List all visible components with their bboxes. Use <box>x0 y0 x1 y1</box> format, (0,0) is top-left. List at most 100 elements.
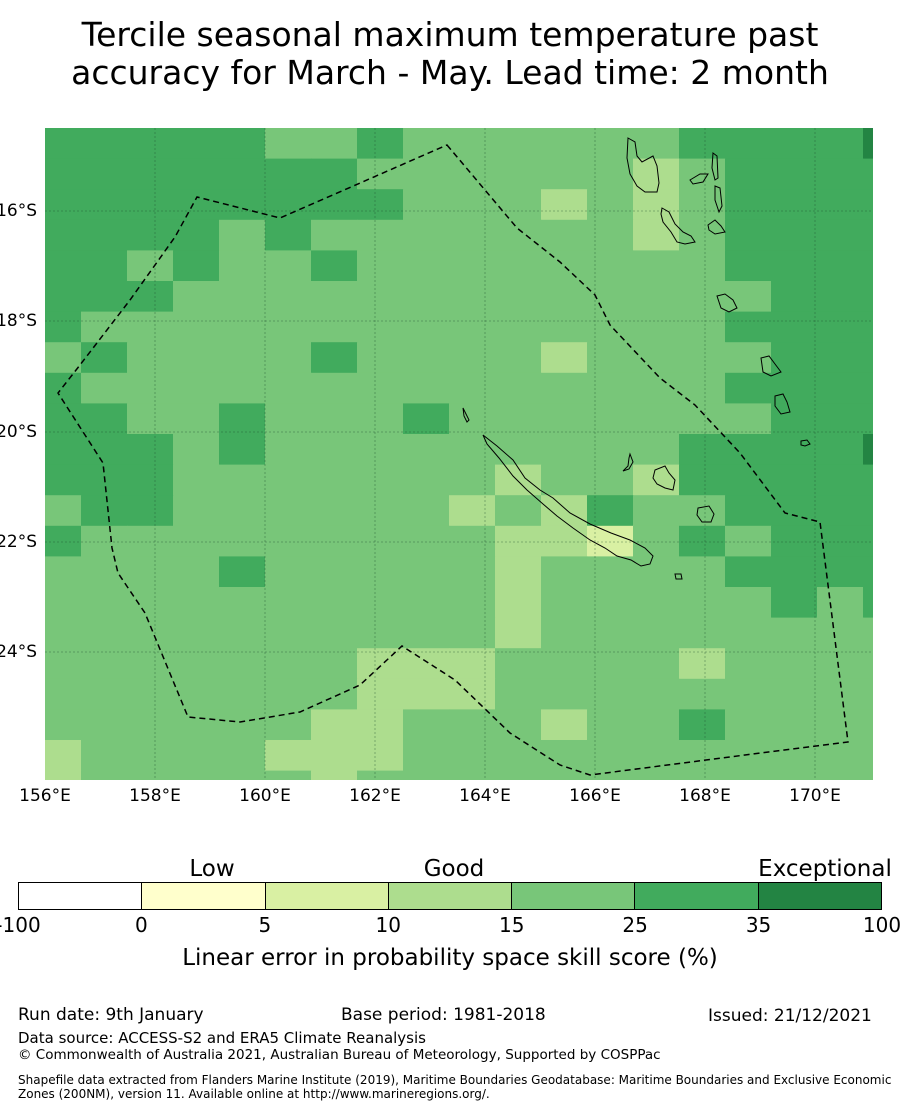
skill-cell <box>863 281 873 313</box>
skill-cell <box>357 709 404 741</box>
skill-cell <box>403 434 450 466</box>
skill-cell <box>449 464 496 496</box>
skill-cell <box>449 158 496 190</box>
lon-label-156e: 156°E <box>19 786 71 806</box>
skill-cell <box>173 525 220 557</box>
skill-cell <box>633 372 680 404</box>
skill-cell <box>173 311 220 343</box>
skill-cell <box>817 311 864 343</box>
skill-cell <box>219 342 266 374</box>
skill-cell <box>173 281 220 313</box>
skill-cell <box>863 617 873 649</box>
lat-label-16s: 16°S <box>0 201 37 221</box>
skill-cell <box>403 219 450 251</box>
skill-cell <box>449 770 496 780</box>
skill-cell <box>863 525 873 557</box>
skill-cell <box>771 495 818 527</box>
skill-cell <box>817 556 864 588</box>
skill-cell <box>495 219 542 251</box>
lat-label-18s: 18°S <box>0 311 37 331</box>
skill-cell <box>127 372 174 404</box>
colorbar-tick-label: 100 <box>862 913 900 937</box>
skill-cell <box>45 219 82 251</box>
skill-cell <box>127 525 174 557</box>
skill-cell <box>725 250 772 282</box>
skill-cell <box>771 648 818 680</box>
skill-cell <box>541 770 588 780</box>
skill-cell <box>81 281 128 313</box>
skill-cell <box>45 464 82 496</box>
skill-cell <box>219 372 266 404</box>
colorbar-segment <box>758 883 881 909</box>
colorbar-tick-label: 10 <box>375 913 402 937</box>
skill-cell <box>771 587 818 619</box>
skill-cell <box>173 219 220 251</box>
skill-cell <box>311 495 358 527</box>
base-period: Base period: 1981-2018 <box>341 1005 546 1025</box>
skill-cell <box>45 648 82 680</box>
skill-cell <box>587 189 634 221</box>
skill-cell <box>127 403 174 435</box>
skill-cell <box>863 709 873 741</box>
skill-cell <box>449 678 496 710</box>
skill-cell <box>771 678 818 710</box>
skill-cell <box>449 311 496 343</box>
skill-cell <box>587 372 634 404</box>
skill-cell <box>81 770 128 780</box>
skill-cell <box>311 434 358 466</box>
skill-cell <box>357 770 404 780</box>
skill-cell <box>45 740 82 772</box>
skill-cell <box>45 158 82 190</box>
skill-cell <box>127 740 174 772</box>
skill-cell <box>679 128 726 160</box>
skill-cell <box>127 678 174 710</box>
skill-cell <box>265 648 312 680</box>
skill-cell <box>81 342 128 374</box>
skill-cell <box>587 464 634 496</box>
skill-cell <box>403 709 450 741</box>
skill-cell <box>311 740 358 772</box>
skill-cell <box>863 342 873 374</box>
skill-cell <box>311 525 358 557</box>
skill-cell <box>81 678 128 710</box>
skill-cell <box>633 587 680 619</box>
skill-cell <box>587 403 634 435</box>
skill-cell <box>679 219 726 251</box>
skill-cell <box>449 281 496 313</box>
skill-cell <box>219 464 266 496</box>
skill-cell <box>679 525 726 557</box>
skill-cell <box>863 250 873 282</box>
skill-cell <box>449 709 496 741</box>
lon-label-168e: 168°E <box>679 786 731 806</box>
skill-cell <box>173 587 220 619</box>
lat-label-22s: 22°S <box>0 532 37 552</box>
skill-cell <box>863 403 873 435</box>
colorbar-segment <box>512 883 636 909</box>
skill-cell <box>357 495 404 527</box>
skill-cell <box>541 219 588 251</box>
skill-cell <box>127 250 174 282</box>
lon-label-158e: 158°E <box>129 786 181 806</box>
skill-cell <box>449 434 496 466</box>
legend-category-low: Low <box>189 856 235 882</box>
skill-cell <box>679 740 726 772</box>
skill-cell <box>495 434 542 466</box>
new-caledonia-island <box>482 434 654 567</box>
skill-cell <box>449 525 496 557</box>
belep-islets <box>462 407 470 423</box>
skill-grid <box>45 128 873 780</box>
skill-cell <box>81 158 128 190</box>
skill-cell <box>357 740 404 772</box>
skill-cell <box>219 495 266 527</box>
skill-cell <box>495 250 542 282</box>
skill-cell <box>265 219 312 251</box>
skill-cell <box>403 281 450 313</box>
skill-cell <box>45 128 82 160</box>
skill-cell <box>449 342 496 374</box>
walpole-island <box>674 573 683 580</box>
skill-cell <box>725 648 772 680</box>
skill-cell <box>541 403 588 435</box>
skill-cell <box>771 434 818 466</box>
skill-cell <box>311 250 358 282</box>
skill-cell <box>587 709 634 741</box>
